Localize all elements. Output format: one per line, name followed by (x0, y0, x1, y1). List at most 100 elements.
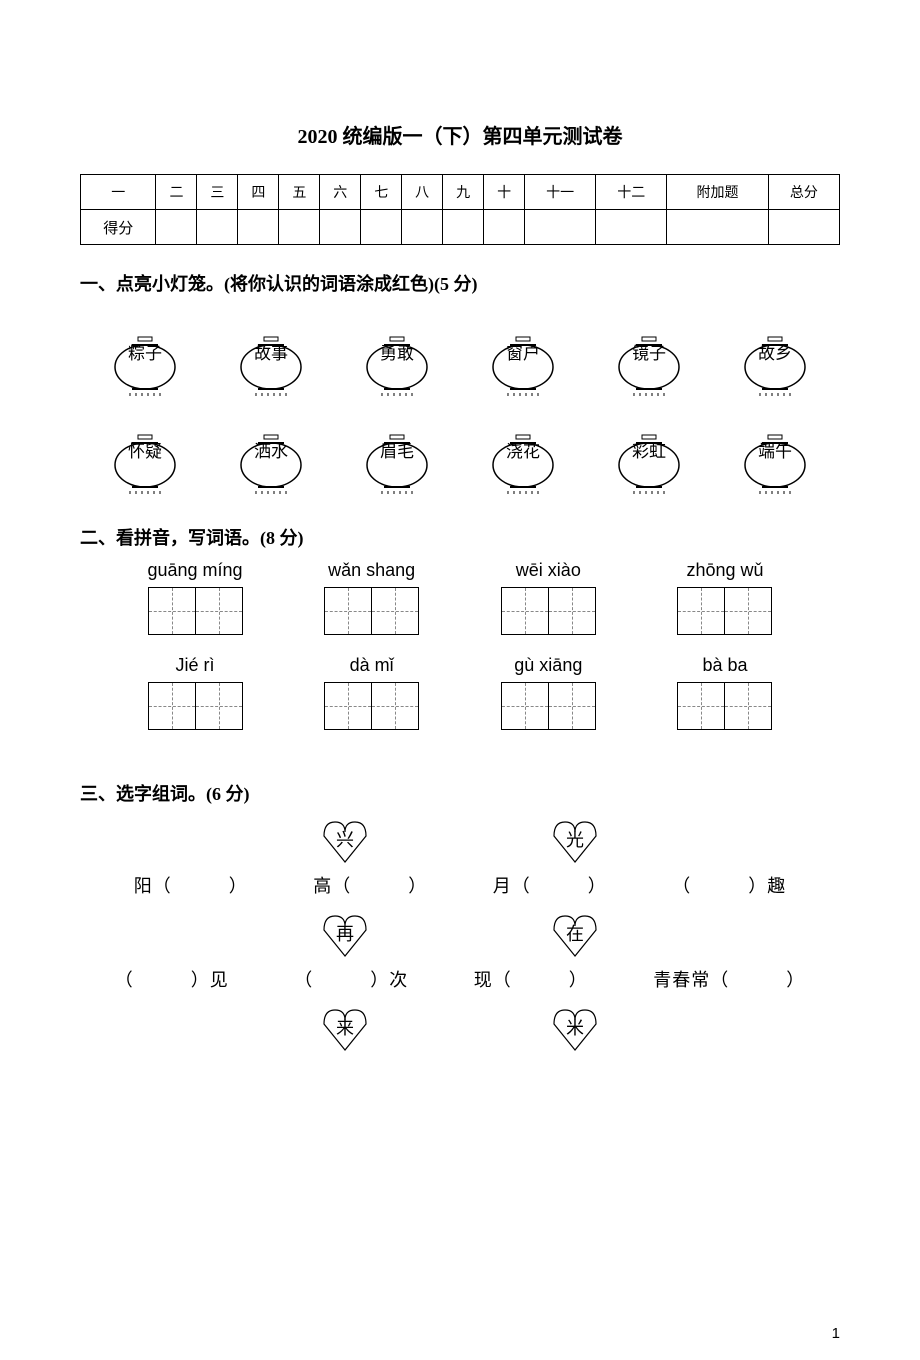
page-title: 2020 统编版一（下）第四单元测试卷 (80, 120, 840, 149)
heart-char: 光 (566, 826, 584, 852)
heart-row-1: 兴 光 (80, 816, 840, 866)
score-col-bonus: 附加题 (667, 175, 768, 210)
char-box-pair (120, 682, 270, 730)
score-col-5: 五 (279, 175, 320, 210)
lantern-label: 眉毛 (380, 437, 414, 462)
score-cell (238, 210, 279, 245)
char-box (501, 587, 549, 635)
lantern-label: 粽子 (128, 339, 162, 364)
lantern-label: 端午 (758, 437, 792, 462)
pinyin-text: gù xiāng (473, 655, 623, 676)
score-col-12: 十二 (596, 175, 667, 210)
section-2-head: 二、看拼音，写词语。(8 分) (80, 524, 840, 550)
pinyin-item: dà mǐ (297, 655, 447, 730)
blank-text: （ ）趣 (672, 876, 786, 896)
lantern-label: 怀疑 (128, 437, 162, 462)
heart-char: 再 (336, 920, 354, 946)
lantern-label: 窗户 (506, 339, 540, 364)
lantern: 彩虹 (604, 404, 694, 494)
char-box (148, 587, 196, 635)
heart-char: 在 (566, 920, 584, 946)
heart-char: 兴 (336, 826, 354, 852)
lantern: 故事 (226, 306, 316, 396)
score-cell (156, 210, 197, 245)
lantern: 镜子 (604, 306, 694, 396)
pinyin-text: Jié rì (120, 655, 270, 676)
lantern-label: 彩虹 (632, 437, 666, 462)
score-col-10: 十 (484, 175, 525, 210)
lantern-row-1: 粽子 故事 勇敢 窗户 镜子 故乡 (100, 306, 820, 396)
char-box (196, 587, 243, 635)
char-box (549, 682, 596, 730)
score-cell (667, 210, 768, 245)
score-cell (402, 210, 443, 245)
blank-text: 现（ ） (474, 970, 588, 990)
char-box (324, 587, 372, 635)
heart-row-3: 来 米 (80, 1004, 840, 1054)
char-box-pair (650, 587, 800, 635)
lantern-row-2: 怀疑 洒水 眉毛 浇花 彩虹 端午 (100, 404, 820, 494)
score-cell (197, 210, 238, 245)
pinyin-item: wǎn shang (297, 560, 447, 635)
score-col-6: 六 (320, 175, 361, 210)
lantern: 洒水 (226, 404, 316, 494)
heart: 兴 (320, 816, 370, 866)
pinyin-text: wēi xiào (473, 560, 623, 581)
pinyin-text: zhōng wǔ (650, 560, 800, 581)
lantern-label: 勇敢 (380, 339, 414, 364)
char-box-pair (473, 587, 623, 635)
page: 2020 统编版一（下）第四单元测试卷 一 二 三 四 五 六 七 八 九 十 … (0, 0, 920, 1360)
lantern-label: 故事 (254, 339, 288, 364)
score-col-2: 二 (156, 175, 197, 210)
heart: 米 (550, 1004, 600, 1054)
lantern: 窗户 (478, 306, 568, 396)
blank-text: 月（ ） (493, 876, 607, 896)
score-table: 一 二 三 四 五 六 七 八 九 十 十一 十二 附加题 总分 得分 (80, 174, 840, 245)
score-cell (279, 210, 320, 245)
char-box (677, 682, 725, 730)
lantern: 故乡 (730, 306, 820, 396)
lantern-label: 浇花 (506, 437, 540, 462)
score-row-label: 得分 (81, 210, 156, 245)
score-cell (768, 210, 839, 245)
score-col-7: 七 (361, 175, 402, 210)
score-col-4: 四 (238, 175, 279, 210)
pinyin-item: guāng míng (120, 560, 270, 635)
blank-text: 高（ ） (313, 876, 427, 896)
score-cell (484, 210, 525, 245)
char-box (372, 587, 419, 635)
score-col-11: 十一 (525, 175, 596, 210)
blank-text: （ ）见 (115, 970, 229, 990)
lantern: 粽子 (100, 306, 190, 396)
heart: 光 (550, 816, 600, 866)
char-box (677, 587, 725, 635)
lantern: 勇敢 (352, 306, 442, 396)
char-box (501, 682, 549, 730)
heart: 在 (550, 910, 600, 960)
section-1-head: 一、点亮小灯笼。(将你认识的词语涂成红色)(5 分) (80, 270, 840, 296)
pinyin-text: bà ba (650, 655, 800, 676)
score-col-total: 总分 (768, 175, 839, 210)
pinyin-item: gù xiāng (473, 655, 623, 730)
char-box-pair (120, 587, 270, 635)
lantern: 眉毛 (352, 404, 442, 494)
score-cell (525, 210, 596, 245)
pinyin-text: dà mǐ (297, 655, 447, 676)
char-box (148, 682, 196, 730)
pinyin-item: wēi xiào (473, 560, 623, 635)
heart-char: 来 (336, 1014, 354, 1040)
char-box (196, 682, 243, 730)
pinyin-item: zhōng wǔ (650, 560, 800, 635)
char-box (549, 587, 596, 635)
char-box-pair (650, 682, 800, 730)
heart: 来 (320, 1004, 370, 1054)
blank-text: 阳（ ） (134, 876, 248, 896)
lantern: 怀疑 (100, 404, 190, 494)
char-box-pair (473, 682, 623, 730)
pinyin-grid: guāng míng wǎn shang wēi xiào zhōng wǔ J… (120, 560, 800, 750)
fill-line: （ ）见 （ ）次 现（ ） 青春常（ ） (80, 966, 840, 992)
score-col-9: 九 (443, 175, 484, 210)
char-box (372, 682, 419, 730)
lantern-label: 故乡 (758, 339, 792, 364)
char-box-pair (297, 682, 447, 730)
